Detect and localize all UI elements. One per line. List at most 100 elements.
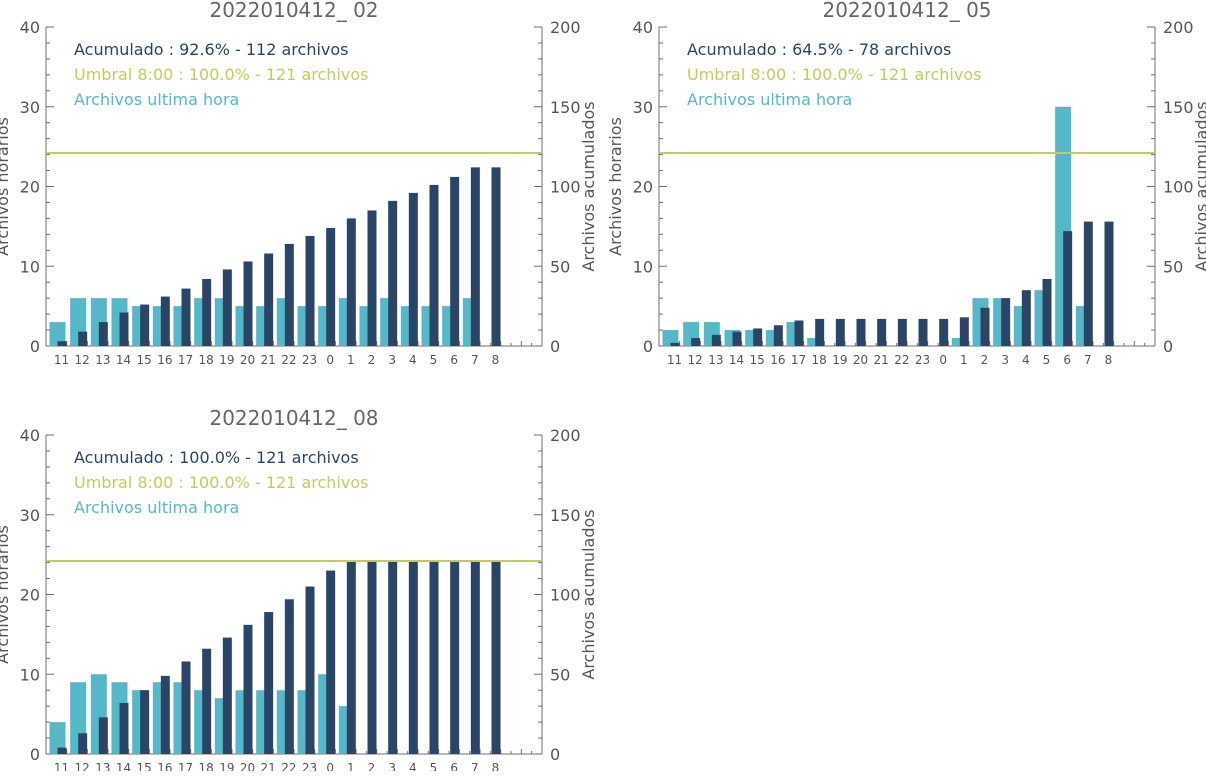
cumulative-bar [264, 253, 274, 346]
right-tick-label: 100 [550, 586, 581, 605]
cumulative-bar [897, 318, 907, 346]
x-tick-label: 21 [874, 353, 889, 367]
x-tick-label: 16 [770, 353, 785, 367]
right-tick-label: 50 [550, 257, 570, 276]
x-tick-label: 0 [326, 353, 334, 367]
cumulative-bar [959, 317, 969, 346]
x-tick-label: 4 [409, 353, 417, 367]
right-tick-label: 0 [550, 745, 560, 764]
left-tick-label: 0 [30, 337, 40, 356]
x-tick-label: 0 [939, 353, 947, 367]
hourly-bar [49, 322, 66, 346]
x-tick-label: 18 [199, 353, 214, 367]
cumulative-bar [450, 561, 460, 754]
y-axis-label: Archivos horarios [606, 117, 625, 256]
cumulative-bar [119, 702, 129, 754]
x-tick-label: 7 [1084, 353, 1092, 367]
left-tick-label: 20 [20, 586, 40, 605]
cumulative-bar [877, 318, 887, 346]
legend-cumulative: Acumulado : 100.0% - 121 archivos [74, 448, 359, 467]
cumulative-bar [57, 341, 67, 346]
x-tick-label: 11 [667, 353, 682, 367]
right-tick-label: 0 [550, 337, 560, 356]
legend-threshold: Umbral 8:00 : 100.0% - 121 archivos [74, 65, 368, 84]
x-tick-label: 21 [261, 761, 276, 771]
x-tick-label: 13 [708, 353, 723, 367]
cumulative-bar [305, 586, 315, 754]
cumulative-bar [753, 328, 763, 346]
x-tick-label: 21 [261, 353, 276, 367]
cumulative-bar [980, 307, 990, 346]
right-tick-label: 200 [550, 18, 581, 37]
cumulative-bar [305, 235, 315, 346]
right-tick-label: 100 [550, 178, 581, 197]
x-tick-label: 13 [95, 761, 110, 771]
x-tick-label: 3 [388, 353, 396, 367]
x-tick-label: 8 [492, 761, 500, 771]
left-tick-label: 20 [20, 178, 40, 197]
right-tick-label: 50 [1163, 257, 1183, 276]
x-tick-label: 15 [137, 353, 152, 367]
cumulative-bar [491, 167, 501, 346]
right-tick-label: 0 [1163, 337, 1173, 356]
chart-title: 2022010412_ 05 [822, 0, 991, 22]
x-tick-label: 22 [281, 761, 296, 771]
cumulative-bar [1042, 279, 1052, 346]
right-tick-label: 150 [1163, 98, 1194, 117]
x-tick-label: 7 [471, 353, 479, 367]
cumulative-bar [346, 561, 356, 754]
left-tick-label: 30 [20, 98, 40, 117]
legend-cumulative: Acumulado : 92.6% - 112 archivos [74, 40, 349, 59]
cumulative-bar [470, 167, 480, 346]
y-axis-label: Archivos horarios [0, 525, 12, 664]
cumulative-bar [1021, 290, 1031, 346]
cumulative-bar [1104, 221, 1114, 346]
x-tick-label: 19 [219, 761, 234, 771]
x-tick-label: 8 [492, 353, 500, 367]
left-tick-label: 40 [20, 426, 40, 445]
left-tick-label: 30 [20, 506, 40, 525]
x-tick-label: 16 [157, 353, 172, 367]
x-tick-label: 14 [729, 353, 744, 367]
cumulative-bar [691, 338, 701, 346]
hourly-bar [49, 722, 66, 754]
cumulative-bar [1063, 231, 1073, 346]
legend-threshold: Umbral 8:00 : 100.0% - 121 archivos [74, 473, 368, 492]
y-axis-label: Archivos horarios [0, 117, 12, 256]
cumulative-bar [140, 304, 150, 346]
x-tick-label: 17 [791, 353, 806, 367]
cumulative-bar [815, 318, 825, 346]
cumulative-bar [939, 318, 949, 346]
x-tick-label: 23 [302, 761, 317, 771]
chart-title: 2022010412_ 02 [209, 0, 378, 22]
x-tick-label: 11 [54, 761, 69, 771]
cumulative-bar [732, 331, 742, 346]
x-tick-label: 17 [178, 353, 193, 367]
x-tick-label: 13 [95, 353, 110, 367]
cumulative-bar [429, 561, 439, 754]
x-tick-label: 4 [1022, 353, 1030, 367]
x-tick-label: 20 [240, 353, 255, 367]
cumulative-bar [140, 690, 150, 754]
cumulative-bar [367, 210, 377, 346]
x-tick-label: 1 [347, 761, 355, 771]
hourly-bar [662, 330, 679, 346]
legend-threshold: Umbral 8:00 : 100.0% - 121 archivos [687, 65, 981, 84]
x-tick-label: 2 [368, 353, 376, 367]
cumulative-bar [202, 279, 212, 346]
x-tick-label: 5 [1043, 353, 1051, 367]
x-tick-label: 15 [137, 761, 152, 771]
x-tick-label: 18 [199, 761, 214, 771]
left-tick-label: 0 [643, 337, 653, 356]
cumulative-bar [856, 318, 866, 346]
left-tick-label: 30 [633, 98, 653, 117]
left-tick-label: 10 [20, 257, 40, 276]
right-tick-label: 200 [550, 426, 581, 445]
cumulative-bar [346, 218, 356, 346]
cumulative-bar [1083, 221, 1093, 346]
x-tick-label: 1 [347, 353, 355, 367]
x-tick-label: 6 [450, 353, 458, 367]
left-tick-label: 40 [20, 18, 40, 37]
